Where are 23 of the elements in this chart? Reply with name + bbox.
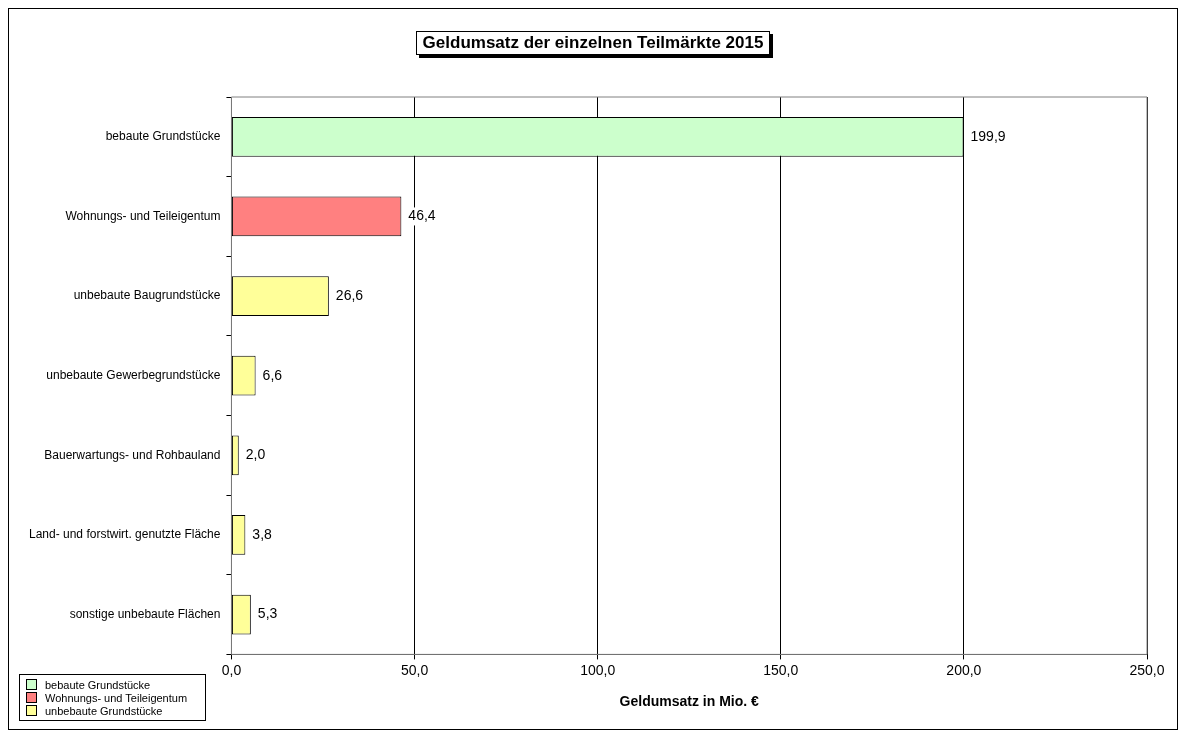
data-label: 5,3 [257,605,278,622]
x-tick-label: 150,0 [763,661,799,678]
x-tick-label: 50,0 [400,661,429,678]
data-label: 26,6 [335,286,364,303]
data-label: 2,0 [245,446,266,463]
x-axis-title: Geldumsatz in Mio. € [619,693,760,710]
y-tick-label: Bauerwartungs- und Rohbauland [44,447,221,462]
data-label: 6,6 [262,366,283,383]
data-label: 3,8 [252,525,273,542]
x-tick-label: 100,0 [580,661,616,678]
legend-label: unbebaute Grundstücke [45,704,163,717]
y-tick-label: sonstige unbebaute Flächen [69,606,221,621]
x-tick-label: 250,0 [1129,661,1165,678]
y-tick-label: unbebaute Gewerbegrundstücke [46,368,221,383]
data-label: 199,9 [970,127,1006,144]
data-label: 46,4 [408,207,436,224]
x-tick-label: 200,0 [946,661,982,678]
x-tick-label: 0,0 [221,661,242,678]
y-tick-label: Land- und forstwirt. genutzte Fläche [29,527,221,542]
y-tick-label: Wohnungs- und Teileigentum [65,208,221,223]
y-tick-label: bebaute Grundstücke [105,129,221,144]
chart-title: Geldumsatz der einzelnen Teilmärkte 2015 [415,31,771,55]
y-tick-label: unbebaute Baugrundstücke [73,288,221,303]
